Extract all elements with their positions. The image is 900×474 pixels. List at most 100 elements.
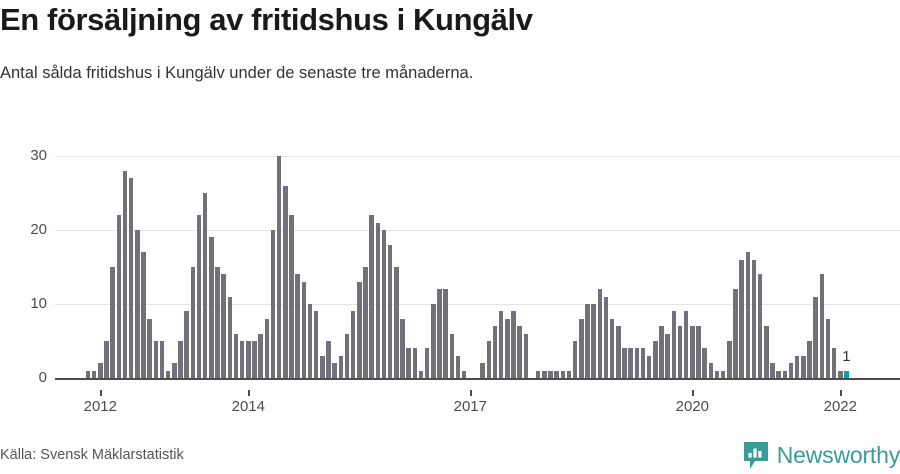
bar[interactable] [708, 363, 714, 378]
bar[interactable] [443, 289, 448, 378]
bar[interactable] [653, 341, 658, 378]
bar[interactable] [671, 311, 677, 378]
bar[interactable] [628, 348, 633, 378]
bar[interactable] [449, 333, 455, 378]
bar[interactable] [418, 370, 424, 378]
bar[interactable] [801, 355, 806, 378]
bar[interactable] [406, 348, 411, 378]
bar[interactable] [363, 267, 368, 378]
bar[interactable] [603, 296, 609, 378]
bar[interactable] [517, 326, 522, 378]
newsworthy-logo[interactable]: Newsworthy [743, 440, 900, 470]
bar[interactable] [566, 370, 572, 378]
bar[interactable] [646, 355, 652, 378]
bar[interactable] [332, 363, 337, 378]
bar[interactable] [246, 341, 251, 378]
bar[interactable] [572, 341, 578, 378]
bar[interactable] [313, 311, 319, 378]
bar[interactable] [437, 289, 442, 378]
bar[interactable] [560, 370, 566, 378]
bar[interactable] [387, 244, 393, 378]
bar[interactable] [178, 341, 183, 378]
bar[interactable] [264, 318, 270, 378]
bar[interactable] [831, 348, 837, 378]
bar[interactable] [122, 170, 128, 378]
bar[interactable] [276, 156, 282, 378]
bar[interactable] [597, 289, 603, 378]
bar[interactable] [141, 252, 146, 378]
bar[interactable] [523, 333, 529, 378]
bar[interactable] [751, 259, 757, 378]
bar[interactable] [782, 370, 788, 378]
bar[interactable] [98, 363, 103, 378]
bar[interactable] [190, 267, 196, 378]
bar[interactable] [258, 333, 263, 378]
bar[interactable] [770, 363, 775, 378]
bar[interactable] [622, 348, 627, 378]
bar[interactable] [431, 304, 436, 378]
bar[interactable] [344, 333, 350, 378]
bar[interactable] [554, 370, 559, 378]
bar[interactable] [357, 281, 362, 378]
bar[interactable] [326, 341, 331, 378]
bar[interactable] [838, 370, 843, 378]
bar[interactable] [184, 311, 189, 378]
bar[interactable] [745, 252, 751, 378]
bar[interactable] [221, 274, 226, 378]
bar[interactable] [542, 370, 547, 378]
bar[interactable] [696, 326, 701, 378]
bar[interactable] [252, 341, 257, 378]
bar[interactable] [147, 318, 152, 378]
bar[interactable] [813, 296, 818, 378]
bar[interactable] [733, 289, 738, 378]
bar[interactable] [579, 318, 584, 378]
bar[interactable] [690, 326, 695, 378]
bar[interactable] [794, 355, 800, 378]
bar[interactable] [844, 370, 849, 378]
bar[interactable] [702, 348, 707, 378]
bar[interactable] [825, 318, 831, 378]
bar[interactable] [640, 348, 646, 378]
bar[interactable] [634, 348, 640, 378]
bar[interactable] [295, 274, 300, 378]
bar[interactable] [128, 178, 134, 378]
bar[interactable] [381, 230, 387, 378]
bar[interactable] [455, 355, 461, 378]
bar[interactable] [110, 267, 115, 378]
bar[interactable] [412, 348, 418, 378]
bar[interactable] [807, 341, 812, 378]
bar[interactable] [270, 230, 276, 378]
bar[interactable] [739, 259, 744, 378]
bar[interactable] [239, 341, 245, 378]
bar[interactable] [159, 341, 165, 378]
bar[interactable] [394, 267, 399, 378]
bar[interactable] [135, 230, 140, 378]
bar[interactable] [714, 370, 720, 378]
bar[interactable] [350, 311, 356, 378]
bar[interactable] [764, 326, 769, 378]
bar[interactable] [609, 318, 615, 378]
bar[interactable] [215, 267, 220, 378]
bar[interactable] [338, 355, 344, 378]
bar[interactable] [720, 370, 726, 378]
bar[interactable] [165, 370, 171, 378]
bar[interactable] [233, 333, 239, 378]
bar[interactable] [585, 304, 590, 378]
bar[interactable] [480, 363, 485, 378]
bar[interactable] [535, 370, 541, 378]
bar[interactable] [776, 370, 781, 378]
bar[interactable] [511, 311, 516, 378]
bar[interactable] [172, 363, 177, 378]
bar[interactable] [289, 215, 294, 378]
bar[interactable] [116, 215, 122, 378]
bar[interactable] [369, 215, 374, 378]
bar[interactable] [548, 370, 553, 378]
bar[interactable] [202, 193, 208, 378]
bar[interactable] [757, 274, 763, 378]
bar[interactable] [591, 304, 596, 378]
bar[interactable] [461, 370, 467, 378]
bar[interactable] [227, 296, 233, 378]
bar[interactable] [727, 341, 732, 378]
bar[interactable] [85, 370, 91, 378]
bar[interactable] [665, 333, 670, 378]
